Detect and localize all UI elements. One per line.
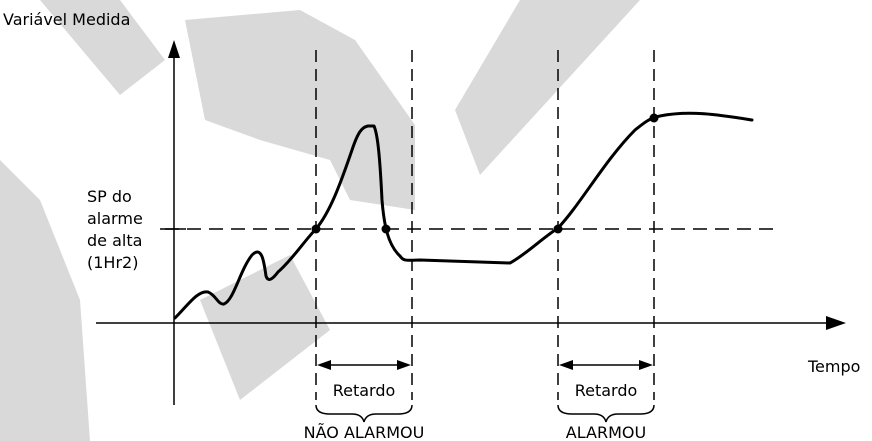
delay-arrow-2-right-head	[639, 360, 653, 370]
setpoint-label-line-2: alarme	[87, 209, 143, 228]
setpoint-label-line-1: SP do	[87, 187, 132, 206]
delay-label-1: Retardo	[333, 381, 396, 400]
brace-2	[557, 404, 655, 423]
x-axis-arrowhead	[826, 316, 846, 330]
y-axis-label: Variável Medida	[3, 10, 130, 29]
watermark-left	[0, 160, 90, 441]
point-rise-crossing-1	[311, 224, 321, 234]
delay-arrow-1-right-head	[397, 360, 411, 370]
outcome-no-alarm: NÃO ALARMOU	[304, 423, 425, 441]
crossing-points	[311, 113, 659, 234]
point-rise-crossing-2	[553, 224, 563, 234]
x-axis-label: Tempo	[807, 357, 860, 376]
brace-1	[315, 404, 413, 423]
setpoint-label-line-3: de alta	[87, 231, 142, 250]
watermark-stroke-top	[40, 0, 165, 95]
watermark-r-bowl	[185, 10, 415, 210]
braces	[315, 404, 655, 423]
delay-arrow-2-left-head	[559, 360, 573, 370]
watermark-stroke-right	[455, 0, 640, 175]
outcome-alarm: ALARMOU	[566, 423, 646, 441]
delay-label-2: Retardo	[575, 381, 638, 400]
delay-arrows	[317, 360, 653, 370]
delay-arrow-1-left-head	[317, 360, 331, 370]
point-fall-crossing	[381, 224, 391, 234]
point-alarm-trigger	[649, 113, 659, 123]
y-axis-arrowhead	[168, 40, 180, 58]
measured-variable-curve	[173, 111, 754, 320]
setpoint-label-line-4: (1Hr2)	[87, 253, 138, 272]
